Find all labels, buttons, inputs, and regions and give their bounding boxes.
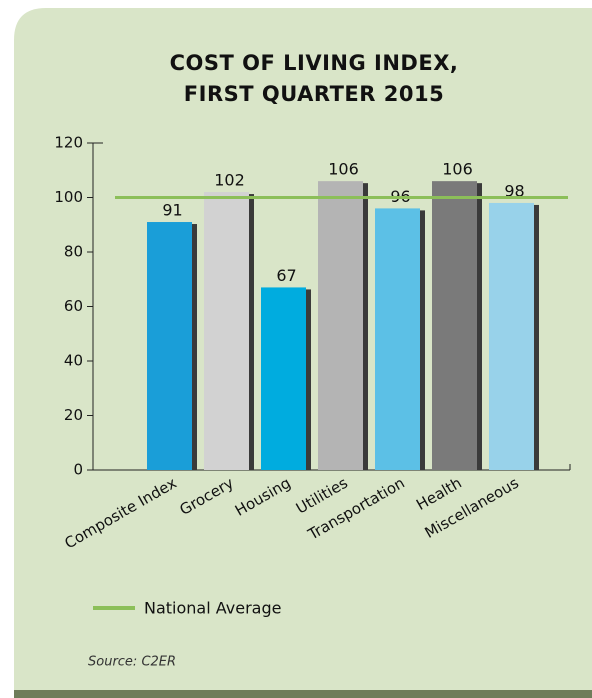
y-tick-label: 20 — [64, 406, 83, 424]
footer-strip — [14, 690, 592, 698]
bar — [147, 222, 192, 470]
chart-title: FIRST QUARTER 2015 — [184, 82, 444, 106]
bar — [318, 181, 363, 470]
y-tick-label: 120 — [54, 134, 83, 152]
source: Source: C2ER — [88, 655, 176, 670]
value-label: 67 — [276, 266, 296, 285]
bar — [489, 203, 534, 470]
y-tick-label: 40 — [64, 352, 83, 370]
y-tick-label: 60 — [64, 297, 83, 315]
y-tick-label: 80 — [64, 243, 83, 261]
y-tick-label: 100 — [54, 188, 83, 206]
value-label: 106 — [328, 160, 359, 179]
value-label: 102 — [214, 171, 245, 190]
legend-label: National Average — [144, 599, 281, 618]
bar — [204, 192, 249, 470]
bar — [375, 208, 420, 470]
chart-title: COST OF LIVING INDEX, — [170, 51, 459, 75]
value-label: 106 — [442, 160, 473, 179]
bar — [432, 181, 477, 470]
page: {"chart_data": {"type": "bar", "title_li… — [0, 0, 592, 698]
y-tick-label: 0 — [73, 461, 83, 479]
value-label: 91 — [162, 201, 182, 220]
bar — [261, 287, 306, 470]
chart: COST OF LIVING INDEX, FIRST QUARTER 2015… — [0, 0, 592, 698]
